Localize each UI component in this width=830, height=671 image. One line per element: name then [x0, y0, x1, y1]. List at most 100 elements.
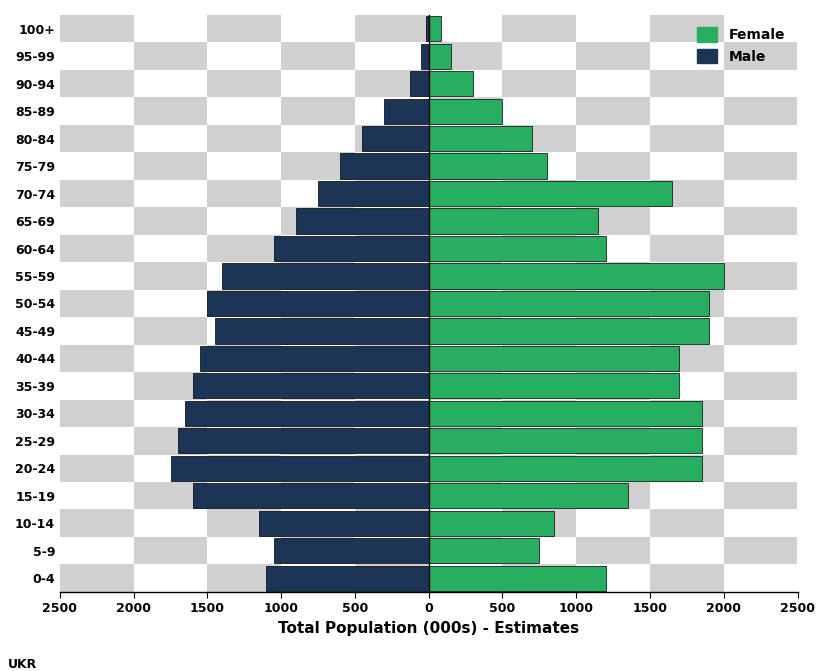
- Bar: [0, 400, 60, 427]
- Bar: [0, 290, 60, 317]
- Bar: [0, 482, 60, 509]
- Bar: [576, 509, 650, 537]
- Bar: [134, 42, 208, 70]
- Bar: [798, 97, 830, 125]
- Bar: [134, 372, 208, 400]
- Bar: [60, 482, 134, 509]
- Bar: [798, 152, 830, 180]
- Bar: [724, 0, 798, 15]
- Bar: [724, 180, 798, 207]
- Bar: [281, 97, 355, 125]
- Bar: [429, 15, 502, 42]
- Bar: [798, 207, 830, 235]
- Bar: [208, 180, 281, 207]
- Bar: [134, 454, 208, 482]
- Bar: [502, 564, 576, 592]
- Bar: [281, 70, 355, 97]
- Bar: [355, 537, 429, 564]
- Bar: [429, 126, 532, 151]
- Bar: [134, 235, 208, 262]
- Bar: [208, 207, 281, 235]
- Bar: [281, 15, 355, 42]
- Bar: [502, 345, 576, 372]
- Bar: [355, 207, 429, 235]
- Bar: [429, 372, 502, 400]
- Bar: [259, 511, 429, 536]
- Bar: [724, 290, 798, 317]
- Bar: [60, 537, 134, 564]
- Bar: [650, 235, 724, 262]
- Bar: [576, 317, 650, 345]
- Bar: [281, 564, 355, 592]
- Bar: [429, 456, 701, 481]
- Bar: [429, 538, 540, 564]
- Bar: [798, 125, 830, 152]
- Bar: [650, 345, 724, 372]
- Bar: [60, 290, 134, 317]
- Bar: [281, 537, 355, 564]
- Bar: [0, 152, 60, 180]
- Bar: [134, 15, 208, 42]
- Bar: [208, 42, 281, 70]
- Bar: [502, 97, 576, 125]
- Bar: [208, 15, 281, 42]
- Bar: [429, 564, 502, 592]
- Bar: [650, 290, 724, 317]
- Bar: [650, 42, 724, 70]
- Bar: [724, 235, 798, 262]
- Bar: [208, 317, 281, 345]
- Bar: [724, 372, 798, 400]
- Bar: [60, 97, 134, 125]
- Bar: [429, 318, 709, 344]
- Bar: [502, 262, 576, 290]
- Bar: [429, 236, 606, 261]
- Bar: [0, 345, 60, 372]
- Bar: [208, 290, 281, 317]
- Bar: [429, 152, 502, 180]
- Bar: [60, 15, 134, 42]
- Bar: [134, 207, 208, 235]
- Bar: [281, 509, 355, 537]
- Bar: [502, 537, 576, 564]
- Bar: [0, 97, 60, 125]
- Bar: [281, 290, 355, 317]
- Bar: [650, 400, 724, 427]
- Bar: [429, 511, 554, 536]
- Bar: [60, 125, 134, 152]
- Bar: [798, 180, 830, 207]
- Bar: [502, 42, 576, 70]
- Bar: [60, 262, 134, 290]
- Bar: [576, 15, 650, 42]
- Bar: [60, 180, 134, 207]
- Bar: [0, 509, 60, 537]
- Bar: [576, 427, 650, 454]
- Bar: [208, 400, 281, 427]
- Bar: [274, 538, 429, 564]
- Bar: [355, 427, 429, 454]
- Bar: [429, 483, 627, 509]
- Bar: [724, 317, 798, 345]
- Bar: [274, 236, 429, 261]
- Bar: [502, 372, 576, 400]
- Bar: [208, 482, 281, 509]
- Bar: [134, 290, 208, 317]
- Bar: [502, 400, 576, 427]
- Bar: [429, 427, 502, 454]
- Bar: [650, 15, 724, 42]
- Bar: [798, 235, 830, 262]
- Bar: [281, 152, 355, 180]
- Bar: [355, 97, 429, 125]
- Bar: [208, 564, 281, 592]
- Bar: [576, 235, 650, 262]
- Bar: [576, 290, 650, 317]
- Bar: [0, 372, 60, 400]
- Bar: [60, 42, 134, 70]
- Bar: [134, 97, 208, 125]
- Bar: [193, 373, 429, 399]
- Bar: [724, 400, 798, 427]
- Bar: [429, 235, 502, 262]
- Bar: [576, 372, 650, 400]
- Bar: [281, 207, 355, 235]
- Bar: [724, 509, 798, 537]
- Bar: [576, 70, 650, 97]
